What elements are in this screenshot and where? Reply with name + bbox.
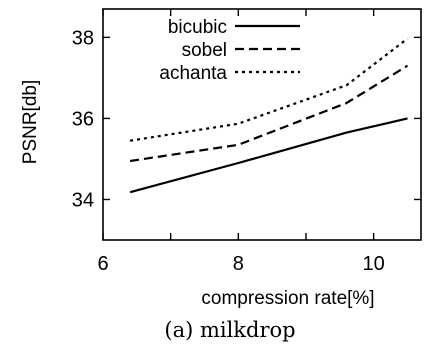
series-line-achanta [129,37,409,142]
y-axis-ticks: 34 36 38 [72,27,421,211]
y-axis-label: PSNR[db] [20,80,41,164]
x-axis-ticks: 6 8 10 [97,9,385,275]
legend-label-bicubic: bicubic [168,17,227,38]
series-layer [129,37,409,194]
plot-frame [102,8,422,241]
y-tick-label: 38 [72,27,94,49]
legend-label-achanta: achanta [159,63,227,84]
x-axis-label: compression rate[%] [201,288,374,309]
x-tick-label: 6 [97,253,108,275]
x-tick-label: 8 [233,253,244,275]
plot-area [102,8,422,241]
x-tick-label: 10 [363,253,385,275]
figure-caption: (a) milkdrop [164,318,295,342]
legend-label-sobel: sobel [182,40,227,61]
series-line-bicubic [129,117,408,194]
y-tick-label: 36 [72,108,94,130]
y-tick-label: 34 [72,189,94,211]
